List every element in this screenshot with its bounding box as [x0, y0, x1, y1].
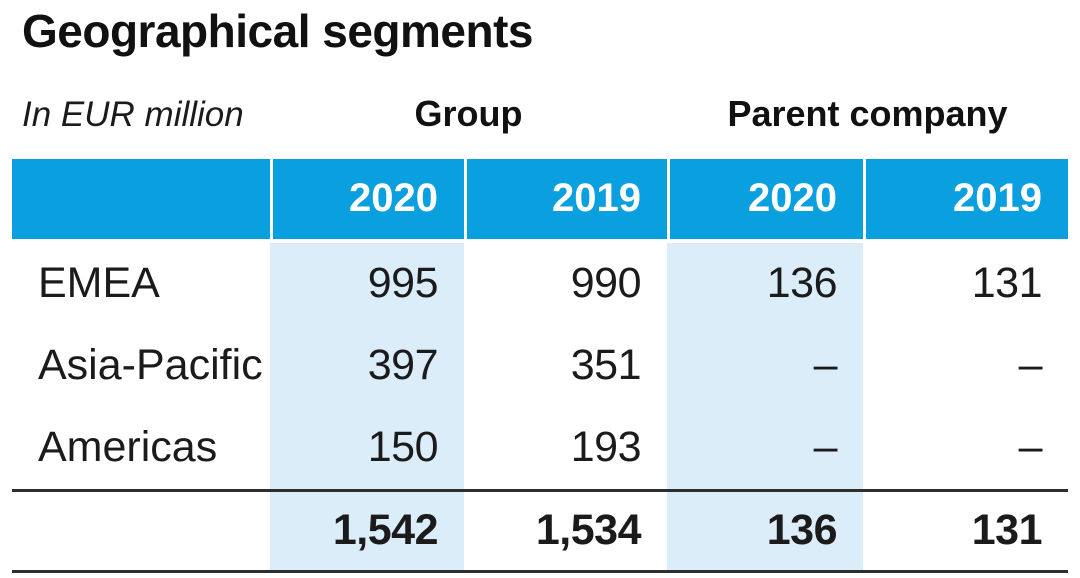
unit-label: In EUR million [22, 94, 244, 134]
table-body: EMEA 995 990 136 131 Asia-Pacific 397 35… [12, 242, 1068, 573]
cell-parent-2020: – [667, 406, 863, 489]
divider-above-total [12, 488, 1068, 492]
table-row-asia-pacific: Asia-Pacific 397 351 – – [12, 324, 1068, 407]
table-row-total: 1,542 1,534 136 131 [12, 491, 1068, 570]
cell-parent-2019: – [1018, 341, 1043, 390]
row-label: Asia-Pacific [38, 341, 263, 390]
cell-parent-2020: 136 [667, 242, 863, 325]
year-header-group-2019: 2019 [464, 158, 667, 239]
cell-group-2020: 397 [270, 324, 464, 407]
total-group-2019: 1,534 [535, 506, 642, 555]
cell-parent-2020: – [667, 324, 863, 407]
cell-group-2020: 995 [270, 242, 464, 325]
cell-group-2019: 351 [570, 341, 642, 390]
table-row-emea: EMEA 995 990 136 131 [12, 242, 1068, 325]
year-header-parent-2020: 2020 [667, 158, 863, 239]
total-parent-2019: 131 [971, 506, 1043, 555]
column-group-parent-company: Parent company [727, 92, 1008, 134]
year-header-row: 2020 2019 2020 2019 [12, 158, 1068, 239]
row-label: EMEA [38, 259, 160, 308]
geographical-segments-table: 2020 2019 2020 2019 EMEA 995 990 136 131… [12, 158, 1068, 573]
total-label-empty [12, 492, 270, 570]
cell-parent-2019: 131 [971, 259, 1043, 308]
row-label: Americas [38, 423, 218, 472]
column-group-group: Group [414, 92, 523, 134]
table-superheader: In EUR million Group Parent company [12, 89, 1068, 135]
total-group-2020: 1,542 [270, 491, 464, 570]
cell-group-2020: 150 [270, 406, 464, 489]
year-header-empty-cell [12, 159, 270, 239]
total-parent-2020: 136 [667, 491, 863, 570]
table-row-americas: Americas 150 193 – – [12, 406, 1068, 489]
page-title: Geographical segments [22, 5, 534, 57]
cell-group-2019: 193 [570, 423, 642, 472]
divider-bottom [12, 569, 1068, 573]
cell-group-2019: 990 [570, 259, 642, 308]
year-header-parent-2019: 2019 [863, 158, 1068, 239]
year-header-group-2020: 2020 [270, 158, 464, 239]
cell-parent-2019: – [1018, 423, 1043, 472]
